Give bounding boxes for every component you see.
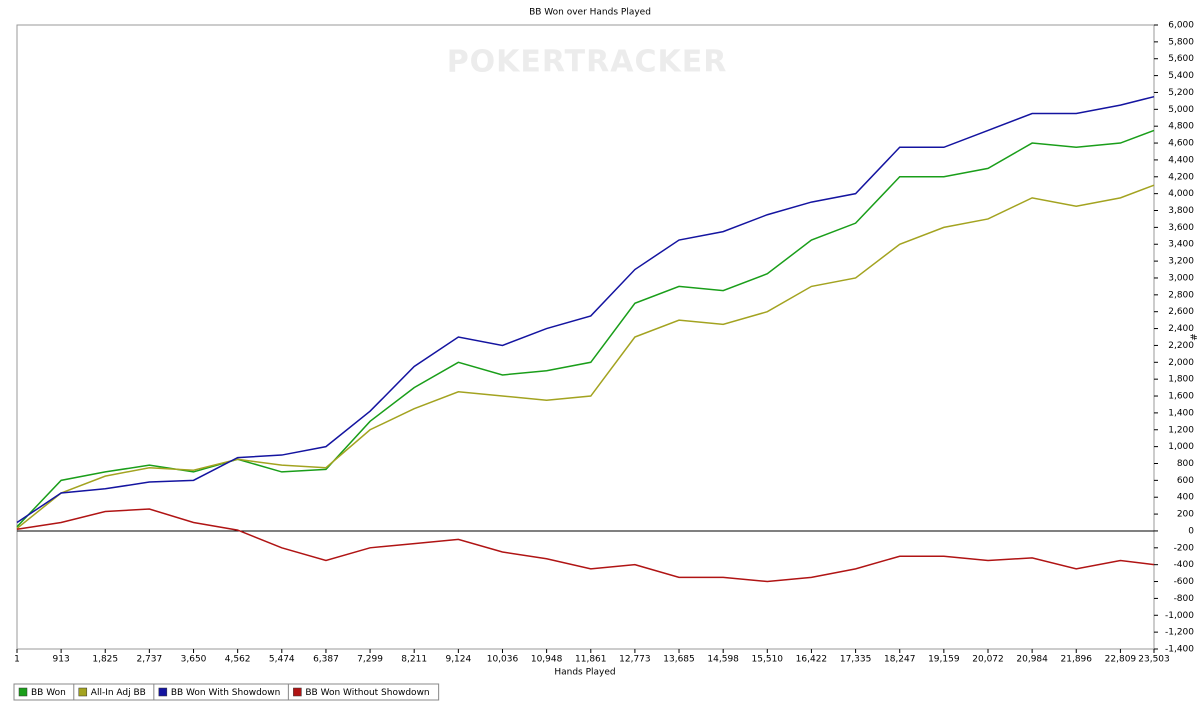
- y-tick-label: 5,000: [1168, 105, 1194, 115]
- x-tick-label: 10,948: [531, 655, 563, 665]
- x-tick-label: 6,387: [313, 655, 339, 665]
- y-tick-label: 600: [1177, 476, 1194, 486]
- y-tick-label: 5,400: [1168, 71, 1194, 81]
- y-tick-label: 6,000: [1168, 21, 1194, 31]
- x-tick-label: 10,036: [487, 655, 519, 665]
- y-tick-label: 2,400: [1168, 324, 1194, 334]
- y-tick-label: -1,000: [1165, 611, 1194, 621]
- y-tick-label: 200: [1177, 510, 1194, 520]
- legend-label: BB Won: [31, 688, 66, 698]
- y-tick-label: 400: [1177, 493, 1194, 503]
- y-tick-label: 3,600: [1168, 223, 1194, 233]
- y-tick-label: 2,000: [1168, 358, 1194, 368]
- x-tick-label: 2,737: [136, 655, 162, 665]
- y-tick-label: 1,800: [1168, 375, 1194, 385]
- legend-label: BB Won Without Showdown: [305, 688, 429, 698]
- x-tick-label: 1,825: [92, 655, 118, 665]
- y-tick-label: 5,200: [1168, 88, 1194, 98]
- y-tick-label: 1,600: [1168, 392, 1194, 402]
- x-tick-label: 12,773: [619, 655, 651, 665]
- x-tick-label: 16,422: [796, 655, 828, 665]
- y-tick-label: 5,600: [1168, 54, 1194, 64]
- y-tick-label: 2,600: [1168, 307, 1194, 317]
- x-tick-label: 20,072: [972, 655, 1004, 665]
- y-tick-label: 1,400: [1168, 408, 1194, 418]
- plot-frame: [16, 24, 1155, 650]
- y-tick-label: 1,200: [1168, 425, 1194, 435]
- x-tick-label: 7,299: [357, 655, 383, 665]
- chart-title: BB Won over Hands Played: [529, 8, 651, 18]
- y-tick-label: -1,200: [1165, 628, 1194, 638]
- x-tick-label: 23,503: [1138, 655, 1170, 665]
- legend-swatch: [78, 687, 88, 697]
- x-tick-label: 3,650: [181, 655, 207, 665]
- x-tick-label: 18,247: [884, 655, 916, 665]
- x-tick-label: 15,510: [752, 655, 784, 665]
- y-tick-label: 3,000: [1168, 273, 1194, 283]
- x-tick-label: 13,685: [663, 655, 695, 665]
- x-tick-label: 8,211: [401, 655, 427, 665]
- y-tick-label: 1,000: [1168, 442, 1194, 452]
- legend-swatch: [293, 687, 302, 697]
- x-tick-label: 22,809: [1105, 655, 1137, 665]
- y-tick-label: 4,600: [1168, 139, 1194, 149]
- x-tick-label: 913: [53, 655, 70, 665]
- y-tick-label: -800: [1174, 594, 1195, 604]
- legend-swatch: [18, 687, 28, 697]
- series-line: [16, 184, 1155, 530]
- y-tick-label: 2,800: [1168, 290, 1194, 300]
- x-tick-label: 21,896: [1061, 655, 1093, 665]
- y-tick-label: -1,400: [1165, 645, 1194, 655]
- legend-item: [287, 683, 440, 701]
- y-tick-label: 4,200: [1168, 172, 1194, 182]
- y-tick-label: 0: [1188, 526, 1194, 536]
- series-line: [16, 508, 1155, 583]
- x-tick-label: 20,984: [1016, 655, 1048, 665]
- x-tick-label: 11,861: [575, 655, 607, 665]
- legend-label: BB Won With Showdown: [171, 688, 281, 698]
- y-tick-label: -200: [1174, 543, 1195, 553]
- y-tick-label: 2,200: [1168, 341, 1194, 351]
- legend-label: All-In Adj BB: [91, 688, 146, 698]
- y-tick-label: -600: [1174, 577, 1195, 587]
- series-line: [16, 129, 1155, 528]
- y-axis-label: #: [1188, 333, 1198, 341]
- watermark: POKERTRACKER: [447, 45, 728, 80]
- y-tick-label: -400: [1174, 560, 1195, 570]
- series-line: [16, 95, 1155, 524]
- legend-swatch: [158, 687, 168, 697]
- y-tick-label: 4,800: [1168, 122, 1194, 132]
- y-tick-label: 800: [1177, 459, 1194, 469]
- y-tick-label: 4,400: [1168, 155, 1194, 165]
- y-tick-label: 4,000: [1168, 189, 1194, 199]
- x-axis-label: Hands Played: [554, 668, 615, 678]
- x-tick-label: 9,124: [445, 655, 471, 665]
- y-tick-label: 3,800: [1168, 206, 1194, 216]
- x-tick-label: 17,335: [840, 655, 872, 665]
- x-tick-label: 5,474: [269, 655, 295, 665]
- x-tick-label: 14,598: [707, 655, 739, 665]
- y-tick-label: 5,800: [1168, 37, 1194, 47]
- y-tick-label: 3,200: [1168, 257, 1194, 267]
- x-tick-label: 4,562: [225, 655, 251, 665]
- x-tick-label: 19,159: [928, 655, 960, 665]
- x-tick-label: 1: [14, 655, 20, 665]
- y-tick-label: 3,400: [1168, 240, 1194, 250]
